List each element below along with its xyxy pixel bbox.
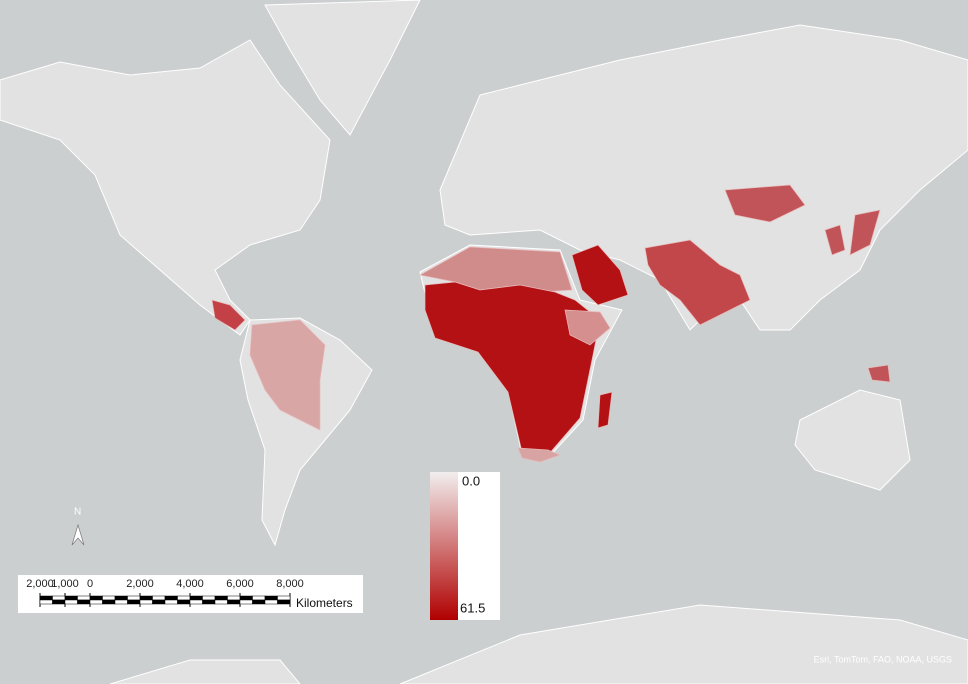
- scale-segment: [39, 595, 53, 601]
- scale-segment: [252, 595, 266, 601]
- north-arrow: N: [71, 507, 85, 546]
- scale-segment: [52, 595, 66, 601]
- scale-segment: [64, 595, 78, 601]
- scale-segment: [64, 599, 78, 605]
- scale-segment: [189, 595, 203, 601]
- attribution: Esri, TomTom, FAO, NOAA, USGS: [814, 654, 952, 664]
- scale-segment: [202, 599, 216, 605]
- scale-segment: [264, 599, 278, 605]
- scale-segment: [164, 599, 178, 605]
- scale-segment: [139, 595, 153, 601]
- scale-segment: [164, 595, 178, 601]
- scale-segment: [189, 599, 203, 605]
- scale-segment: [152, 599, 166, 605]
- scale-segment: [264, 595, 278, 601]
- scale-segment: [177, 599, 191, 605]
- scale-segment: [252, 599, 266, 605]
- scale-tick-label: 0: [87, 578, 93, 590]
- scale-segment: [89, 599, 103, 605]
- scale-segment: [114, 595, 128, 601]
- legend: 0.0 61.5: [430, 472, 500, 620]
- scale-segment: [52, 599, 66, 605]
- scale-segment: [214, 595, 228, 601]
- scale-segment: [277, 595, 291, 601]
- legend-max-label: 61.5: [460, 600, 485, 615]
- legend-min-label: 0.0: [462, 473, 480, 488]
- scale-segment: [277, 599, 291, 605]
- scale-segment: [227, 595, 241, 601]
- scale-segment: [239, 595, 253, 601]
- scale-tick-label: 1,000: [51, 578, 79, 590]
- scale-segment: [89, 595, 103, 601]
- scale-segment: [114, 599, 128, 605]
- scale-segment: [177, 595, 191, 601]
- scale-tick-label: 4,000: [176, 578, 204, 590]
- scale-tick-label: 8,000: [276, 578, 304, 590]
- scale-segment: [102, 595, 116, 601]
- scale-segment: [214, 599, 228, 605]
- scale-segment: [127, 599, 141, 605]
- scale-tick-label: 2,000: [26, 578, 54, 590]
- scale-segment: [239, 599, 253, 605]
- legend-ramp: [430, 472, 458, 620]
- north-label: N: [74, 507, 81, 518]
- choropleth: [211, 184, 891, 463]
- scale-segment: [39, 599, 53, 605]
- scale-segment: [139, 599, 153, 605]
- scale-segment: [77, 595, 91, 601]
- scale-segment: [77, 599, 91, 605]
- scale-unit: Kilometers: [296, 596, 353, 610]
- scale-segment: [227, 599, 241, 605]
- scale-segment: [127, 595, 141, 601]
- scale-segment: [102, 599, 116, 605]
- scale-tick-label: 2,000: [126, 578, 154, 590]
- scale-segment: [202, 595, 216, 601]
- scale-tick-label: 6,000: [226, 578, 254, 590]
- scale-segment: [152, 595, 166, 601]
